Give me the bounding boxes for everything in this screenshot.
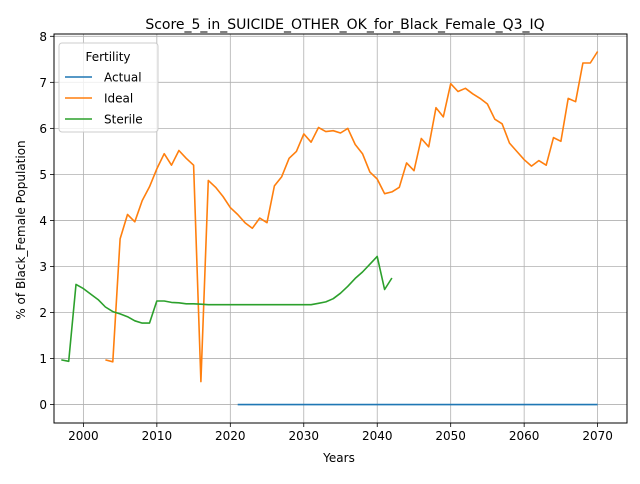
x-tick-label: 2050 <box>435 429 466 443</box>
x-tick-label: 2000 <box>68 429 99 443</box>
grid-lines <box>54 34 627 423</box>
y-tick-label: 0 <box>39 398 47 412</box>
chart-title: Score_5_in_SUICIDE_OTHER_OK_for_Black_Fe… <box>145 17 544 33</box>
series-lines <box>61 51 599 406</box>
y-tick-label: 8 <box>39 30 47 44</box>
y-tick-label: 4 <box>39 214 47 228</box>
series-line-sterile <box>61 255 393 363</box>
x-tick-label: 2040 <box>362 429 393 443</box>
y-axis-ticks: 0 1 2 3 4 5 6 7 8 <box>39 30 54 412</box>
legend: Fertility Actual Ideal Sterile <box>58 42 159 133</box>
y-tick-label: 7 <box>39 76 47 90</box>
y-tick-label: 5 <box>39 168 47 182</box>
x-tick-label: 2070 <box>582 429 613 443</box>
x-axis-label: Years <box>322 451 355 465</box>
plot-area-frame <box>53 33 628 424</box>
y-tick-label: 6 <box>39 122 47 136</box>
y-tick-label: 1 <box>39 352 47 366</box>
y-tick-label: 2 <box>39 306 47 320</box>
legend-box <box>58 42 159 133</box>
legend-label-sterile: Sterile <box>104 113 143 127</box>
legend-items: Actual Ideal Sterile <box>65 71 143 127</box>
x-tick-label: 2020 <box>215 429 246 443</box>
y-axis-label: % of Black_Female Population <box>14 140 28 319</box>
x-axis-ticks: 2000 2010 2020 2030 2040 2050 2060 2070 <box>68 423 613 443</box>
x-tick-label: 2010 <box>142 429 173 443</box>
x-tick-label: 2060 <box>509 429 540 443</box>
legend-title: Fertility <box>85 50 130 64</box>
x-tick-label: 2030 <box>288 429 319 443</box>
series-line-ideal <box>105 51 599 383</box>
legend-label-ideal: Ideal <box>104 92 133 106</box>
y-tick-label: 3 <box>39 260 47 274</box>
legend-label-actual: Actual <box>104 71 142 85</box>
